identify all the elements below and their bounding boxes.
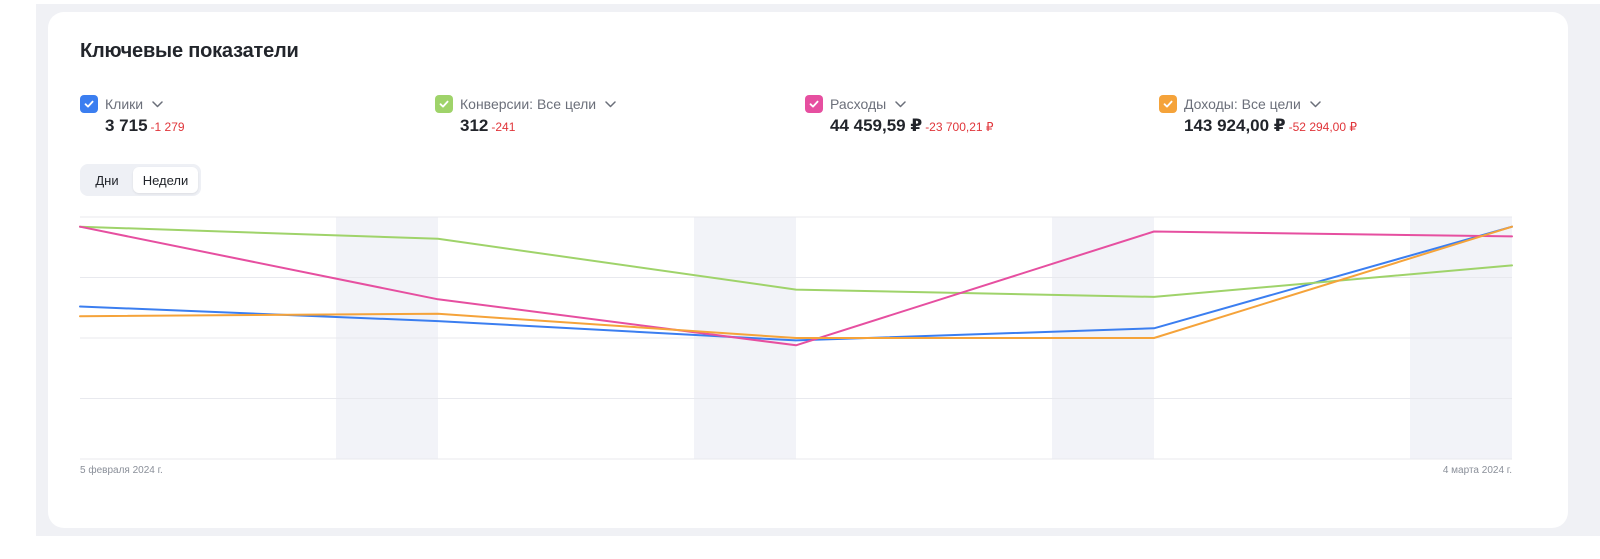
period-toggle: Дни Недели [80, 164, 201, 196]
toggle-days-button[interactable]: Дни [95, 172, 119, 188]
metric-value: 44 459,59 ₽ [830, 116, 923, 135]
metric-delta: -23 700,21 ₽ [925, 120, 994, 134]
metric-name: Конверсии: Все цели [460, 96, 597, 112]
metric-delta: -241 [491, 120, 516, 134]
metric-value: 3 715 [105, 116, 148, 135]
checkbox-clicks[interactable] [80, 95, 98, 113]
metric-expenses[interactable]: Расходы 44 459,59 ₽ -23 700,21 ₽ [805, 94, 994, 136]
checkmark-icon [84, 100, 94, 108]
card-title: Ключевые показатели [80, 40, 299, 62]
chevron-down-icon[interactable] [605, 100, 616, 108]
x-axis-start-label: 5 февраля 2024 г. [80, 464, 163, 476]
series-line [79, 225, 1513, 339]
metric-conversions[interactable]: Конверсии: Все цели 312 -241 [435, 94, 616, 136]
checkmark-icon [1163, 100, 1173, 108]
metric-delta: -1 279 [150, 120, 185, 134]
series-line [79, 225, 1513, 342]
checkmark-icon [809, 100, 819, 108]
chevron-down-icon[interactable] [895, 100, 906, 108]
x-axis-end-label: 4 марта 2024 г. [1443, 465, 1512, 476]
metric-income[interactable]: Доходы: Все цели 143 924,00 ₽ -52 294,00… [1159, 94, 1357, 136]
metric-clicks[interactable]: Клики 3 715 -1 279 [80, 94, 185, 136]
metric-name: Расходы [830, 96, 887, 112]
metric-value: 312 [460, 116, 489, 135]
checkmark-icon [439, 100, 449, 108]
checkbox-income[interactable] [1159, 95, 1177, 113]
metric-name: Клики [105, 96, 144, 112]
metric-delta: -52 294,00 ₽ [1288, 120, 1357, 134]
metric-value: 143 924,00 ₽ [1184, 116, 1286, 135]
metric-name: Доходы: Все цели [1184, 96, 1301, 112]
toggle-weeks-button[interactable]: Недели [133, 167, 198, 193]
chevron-down-icon[interactable] [1310, 100, 1321, 108]
series-line [79, 225, 1513, 298]
checkbox-expenses[interactable] [805, 95, 823, 113]
checkbox-conversions[interactable] [435, 95, 453, 113]
chevron-down-icon[interactable] [152, 100, 163, 108]
series-line [79, 225, 1513, 347]
